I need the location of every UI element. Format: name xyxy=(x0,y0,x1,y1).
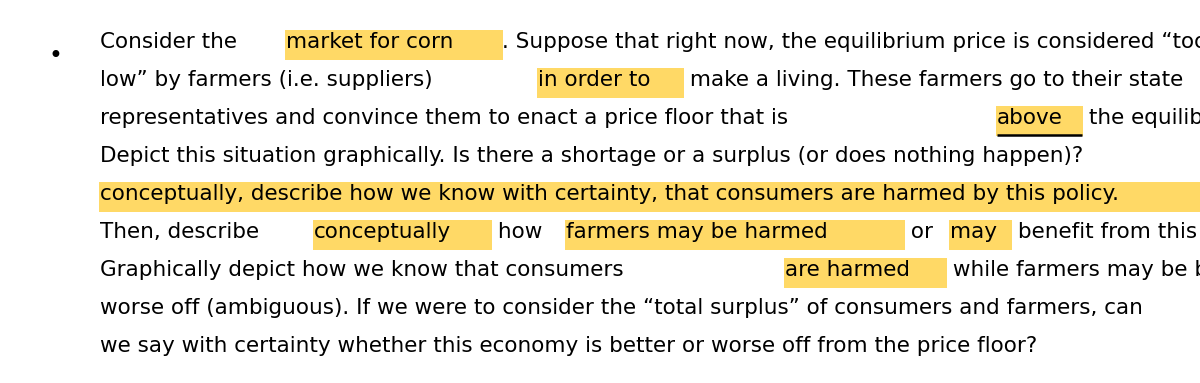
Text: above: above xyxy=(997,108,1063,128)
Text: Then, describe: Then, describe xyxy=(100,222,266,242)
Text: farmers may be harmed: farmers may be harmed xyxy=(566,222,828,242)
Text: low” by farmers (i.e. suppliers): low” by farmers (i.e. suppliers) xyxy=(100,70,439,90)
Text: . Suppose that right now, the equilibrium price is considered “too: . Suppose that right now, the equilibriu… xyxy=(502,32,1200,52)
Text: Depict this situation graphically. Is there a shortage or a surplus (or does not: Depict this situation graphically. Is th… xyxy=(100,146,1090,166)
Text: Consider the: Consider the xyxy=(100,32,244,52)
Text: representatives and convince them to enact a price floor that is: representatives and convince them to ena… xyxy=(100,108,796,128)
Text: conceptually: conceptually xyxy=(314,222,451,242)
FancyBboxPatch shape xyxy=(996,106,1082,136)
FancyBboxPatch shape xyxy=(98,182,1200,212)
Text: may: may xyxy=(950,222,997,242)
FancyBboxPatch shape xyxy=(538,68,684,98)
Text: benefit from this policy.: benefit from this policy. xyxy=(1010,222,1200,242)
FancyBboxPatch shape xyxy=(313,220,492,250)
Text: worse off (ambiguous). If we were to consider the “total surplus” of consumers a: worse off (ambiguous). If we were to con… xyxy=(100,298,1142,318)
Text: we say with certainty whether this economy is better or worse off from the price: we say with certainty whether this econo… xyxy=(100,336,1037,356)
Text: while farmers may be better or: while farmers may be better or xyxy=(946,260,1200,280)
FancyBboxPatch shape xyxy=(784,258,947,288)
FancyBboxPatch shape xyxy=(565,220,905,250)
Text: •: • xyxy=(48,44,62,68)
Text: conceptually, describe how we know with certainty, that consumers are harmed by : conceptually, describe how we know with … xyxy=(100,184,1120,204)
Text: market for corn: market for corn xyxy=(286,32,454,52)
Text: how: how xyxy=(491,222,550,242)
Text: are harmed: are harmed xyxy=(785,260,910,280)
Text: the equilibrium price.: the equilibrium price. xyxy=(1081,108,1200,128)
FancyBboxPatch shape xyxy=(949,220,1012,250)
Text: Graphically depict how we know that consumers: Graphically depict how we know that cons… xyxy=(100,260,630,280)
Text: make a living. These farmers go to their state: make a living. These farmers go to their… xyxy=(683,70,1183,90)
Text: or: or xyxy=(904,222,940,242)
FancyBboxPatch shape xyxy=(284,30,503,60)
Text: in order to: in order to xyxy=(538,70,650,90)
